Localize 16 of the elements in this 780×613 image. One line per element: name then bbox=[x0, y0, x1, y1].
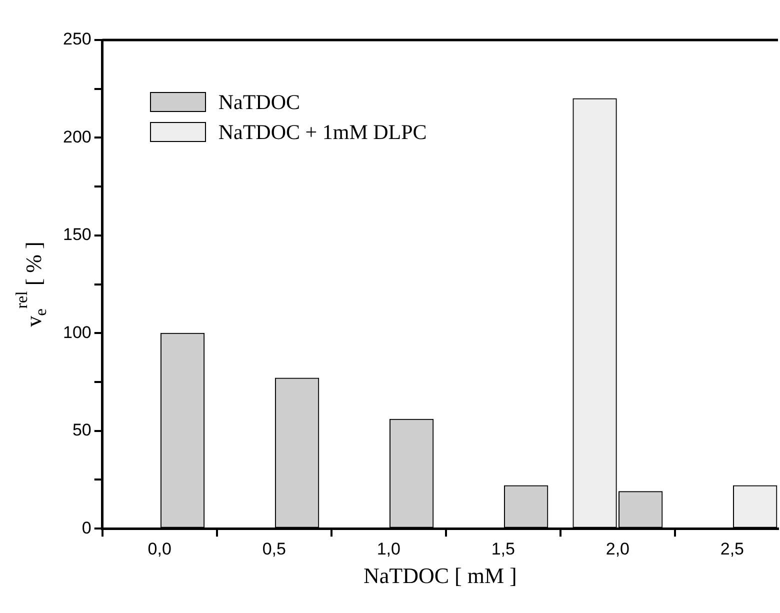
x-tick-label: 2,0 bbox=[606, 539, 630, 558]
y-axis-title: verel [ % ] bbox=[12, 242, 50, 327]
x-axis-title: NaTDOC [ mM ] bbox=[364, 562, 517, 588]
x-tick-label: 2,5 bbox=[720, 539, 744, 558]
y-tick-label: 250 bbox=[62, 30, 92, 49]
y-tick-label: 0 bbox=[82, 518, 92, 538]
y-tick-label: 100 bbox=[62, 322, 92, 342]
x-tick-label: 0,0 bbox=[148, 539, 172, 558]
x-tick-label: 0,5 bbox=[262, 539, 286, 558]
y-tick-label: 200 bbox=[62, 127, 92, 146]
x-tick-label: 1,5 bbox=[491, 539, 515, 558]
y-tick-label: 50 bbox=[72, 420, 92, 440]
legend-label: NaTDOC bbox=[218, 90, 300, 114]
x-tick-label: 1,0 bbox=[376, 539, 400, 558]
legend-label: NaTDOC + 1mM DLPC bbox=[218, 120, 427, 144]
y-tick-label: 150 bbox=[62, 225, 92, 244]
